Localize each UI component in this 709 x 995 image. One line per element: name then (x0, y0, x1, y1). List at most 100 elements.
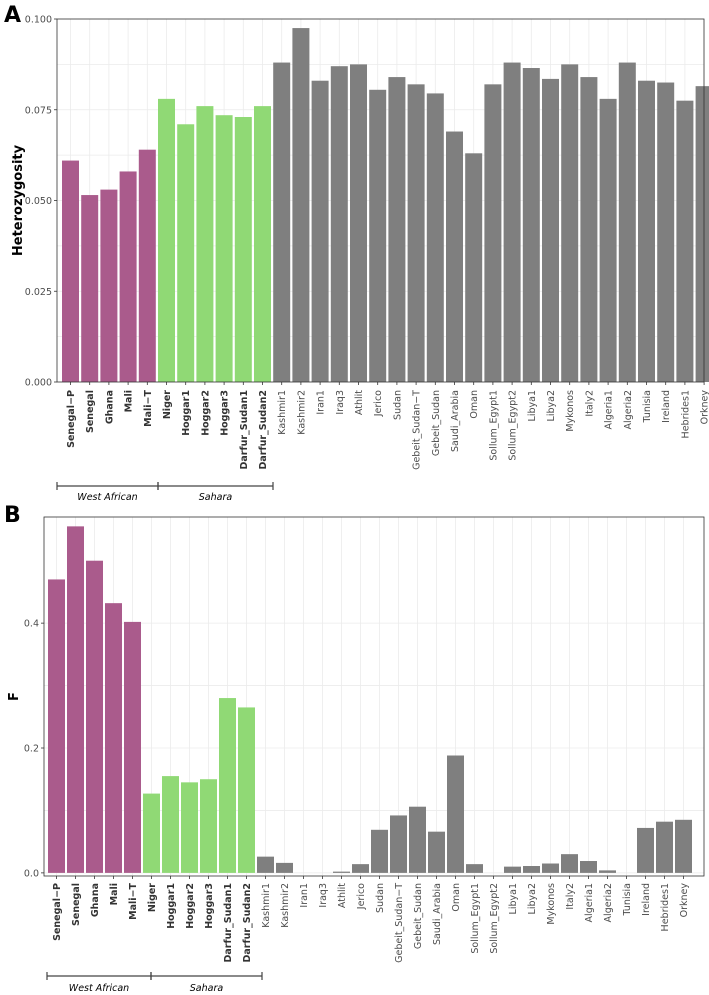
x-tick-label: Oman (451, 883, 462, 912)
y-tick-label: 0.4 (24, 619, 39, 630)
bar-iraq3 (330, 66, 348, 382)
bar-libya1 (504, 866, 521, 873)
bar-gebeit-sudan-t (390, 815, 407, 873)
x-tick-label: Mali (109, 883, 120, 905)
x-tick-label: Sollum_Egypt1 (488, 390, 499, 461)
bar-jerico (352, 864, 369, 873)
x-tick-label: Orkney (700, 390, 709, 425)
x-tick-label: Algeria1 (584, 883, 595, 922)
x-tick-label: Darfur_Sudan1 (239, 390, 250, 470)
group-bracket-west-african: West African (56, 482, 159, 503)
bar-mali (119, 171, 137, 382)
bar-kashmir1 (273, 62, 291, 383)
x-tick-label: Gebeit_Sudan (431, 390, 442, 456)
bar-senegal-p (48, 579, 65, 873)
y-axis-label: Heterozygosity (11, 144, 26, 256)
bar-sollum-egypt1 (466, 864, 483, 873)
bar-senegal-p (62, 160, 79, 382)
x-tick-label: Libya1 (527, 390, 538, 421)
x-tick-label: Darfur_Sudan2 (242, 883, 253, 963)
x-tick-label: Algeria2 (623, 390, 634, 429)
bar-senegal (81, 195, 99, 382)
bar-algeria2 (618, 62, 636, 383)
x-tick-label: Mykonos (565, 390, 576, 432)
bar-darfur-sudan1 (234, 117, 252, 382)
y-tick-label: 0.2 (24, 744, 39, 755)
panel-b: B 0.0 0.2 0.4 F Senegal−P Senegal Ghana Mali Mali… (4, 503, 705, 994)
bar-gebeit-sudan-t (407, 84, 425, 382)
x-tick-label: Sollum_Egypt2 (508, 390, 519, 461)
bar-algeria1 (580, 861, 597, 873)
x-tick-label: Sollum_Egypt1 (470, 883, 481, 954)
bar-sudan (388, 77, 406, 382)
bar-ireland (637, 827, 654, 873)
bar-hebrides1 (676, 100, 694, 383)
bar-sollum-egypt2 (503, 62, 521, 383)
bar-hoggar3 (215, 115, 233, 382)
bar-saudi-arabia (446, 131, 463, 382)
bar-ghana (86, 560, 103, 873)
y-tick-label: 0.050 (25, 196, 52, 207)
panel-letter: A (4, 3, 21, 28)
bar-ireland (657, 82, 675, 383)
bar-kashmir2 (292, 28, 310, 382)
bar-sollum-egypt1 (484, 84, 502, 382)
x-tick-label: Iraq3 (318, 883, 329, 908)
x-tick-label: Jerico (356, 883, 367, 910)
x-tick-label: Darfur_Sudan1 (223, 883, 234, 963)
y-tick-label: 0.075 (25, 105, 52, 116)
x-tick-label: Mali−T (143, 389, 154, 426)
x-tick-label: Algeria1 (604, 390, 615, 429)
x-tick-label: Hoggar3 (220, 390, 231, 436)
x-tick-label: Senegal (85, 390, 96, 433)
x-tick-label: Iraq3 (335, 390, 346, 415)
x-tick-label: Ghana (90, 883, 101, 917)
x-tick-label: Kashmir1 (277, 390, 288, 435)
x-tick-label: Hoggar1 (166, 883, 177, 929)
x-tick-label: Gebeit_Sudan−T (412, 390, 423, 470)
x-tick-label: Mali (124, 390, 135, 412)
bar-mali-t (138, 149, 156, 382)
group-label: West African (69, 983, 129, 994)
group-bracket-west-african: West African (46, 972, 152, 994)
x-tick-label: Oman (469, 390, 480, 419)
x-tick-label: Hebrides1 (680, 390, 691, 438)
bar-orkney (675, 819, 692, 873)
bar-algeria1 (599, 98, 617, 383)
x-tick-label: Kashmir2 (280, 883, 291, 928)
bar-ghana (100, 189, 118, 382)
x-tick-label: Iran1 (299, 883, 310, 908)
bar-mali (105, 603, 122, 873)
panel-a: A 0.000 0.025 0.050 0.075 0.100 Heterozygosity… (4, 3, 709, 503)
x-tick-label: Italy2 (584, 390, 595, 417)
group-bracket-sahara: Sahara (150, 972, 263, 994)
y-tick-label: 0.025 (25, 287, 52, 298)
bar-algeria2 (599, 870, 616, 873)
bar-niger (158, 98, 175, 383)
bar-italy2 (580, 77, 598, 382)
x-tick-label: Senegal−P (52, 883, 63, 941)
x-tick-label: Libya2 (546, 390, 557, 421)
bar-athlit (333, 871, 350, 873)
x-tick-label: Mykonos (546, 883, 557, 925)
x-tick-label: Gebeit_Sudan−T (394, 883, 405, 963)
bar-sudan (371, 829, 388, 873)
bar-gebeit-sudan (426, 93, 444, 382)
x-tick-label: Saudi_Arabia (450, 390, 461, 452)
group-label: Sahara (190, 983, 224, 994)
x-tick-label: Jerico (373, 390, 384, 417)
bar-hoggar3 (200, 779, 217, 873)
bar-gebeit-sudan (409, 806, 426, 873)
bar-athlit (350, 64, 367, 382)
bar-oman (447, 755, 464, 873)
x-tick-label: Tunisia (622, 883, 633, 916)
x-tick-label: Italy2 (565, 883, 576, 910)
x-tick-label: Sollum_Egypt2 (489, 883, 500, 954)
x-tick-label: Gebeit_Sudan (413, 883, 424, 949)
x-tick-label: Senegal−P (66, 390, 77, 448)
bar-mykonos (561, 64, 579, 382)
bar-tunisia (638, 80, 655, 383)
x-tick-label: Darfur_Sudan2 (258, 390, 269, 470)
x-tick-label: Ireland (661, 390, 672, 423)
